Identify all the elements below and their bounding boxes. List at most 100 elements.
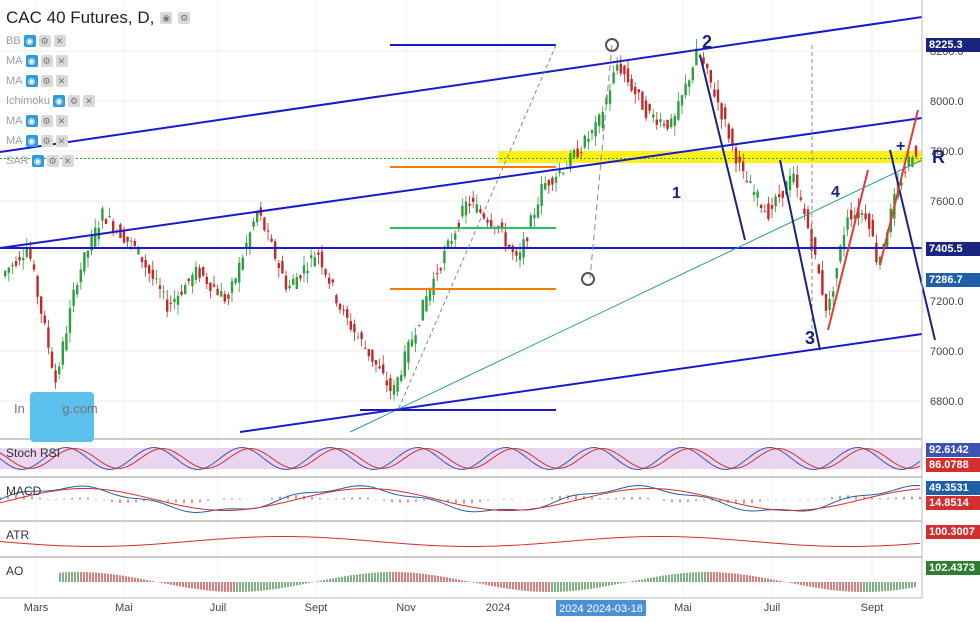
candle-body xyxy=(760,204,763,209)
indicator-row[interactable]: MA ◉ ⚙ ✕ xyxy=(6,75,68,87)
candle-body xyxy=(824,293,828,311)
eye-icon[interactable]: ◉ xyxy=(25,115,38,127)
candle-body xyxy=(436,272,439,275)
candle-body xyxy=(583,135,586,148)
candle-body xyxy=(104,218,108,225)
close-icon[interactable]: ✕ xyxy=(55,55,68,67)
candle-body xyxy=(374,360,378,365)
candle-body xyxy=(209,282,212,291)
indicator-row[interactable]: MA ◉ ⚙ ✕ xyxy=(6,115,68,127)
candle-body xyxy=(468,203,471,206)
gear-icon[interactable]: ⚙ xyxy=(38,35,51,47)
candle-body xyxy=(641,91,644,110)
candle-body xyxy=(389,378,392,392)
candle-body xyxy=(648,104,651,111)
indicator-label: SAR xyxy=(6,155,29,167)
eye-icon[interactable]: ◉ xyxy=(31,155,44,167)
candle-body xyxy=(659,119,662,122)
gear-icon[interactable]: ⚙ xyxy=(40,55,53,67)
candle-body xyxy=(54,370,57,383)
gear-icon[interactable]: ⚙ xyxy=(40,75,53,87)
gear-icon[interactable]: ⚙ xyxy=(178,12,191,24)
indicator-row[interactable]: MA ◉ ⚙ ✕ xyxy=(6,135,68,147)
candle-body xyxy=(292,279,295,285)
candle-body xyxy=(151,269,154,279)
candle-body xyxy=(590,130,594,134)
candle-body xyxy=(191,274,194,287)
candle-body xyxy=(43,315,46,324)
indicator-label: MA xyxy=(6,55,23,67)
pane-value-badge: 92.6142 xyxy=(926,443,980,457)
candle-body xyxy=(439,268,442,271)
candle-body xyxy=(324,269,327,275)
stoch-band xyxy=(0,448,922,469)
candle-body xyxy=(850,210,853,220)
gear-icon[interactable]: ⚙ xyxy=(68,95,81,107)
candle-body xyxy=(140,257,144,263)
candle-body xyxy=(101,208,104,221)
candle-body xyxy=(904,171,907,173)
candle-body xyxy=(572,149,576,158)
candle-body xyxy=(594,122,597,137)
candle-body xyxy=(569,153,572,169)
candle-body xyxy=(518,252,522,261)
indicator-row[interactable]: BB ◉ ⚙ ✕ xyxy=(6,35,66,47)
gear-icon[interactable]: ⚙ xyxy=(40,115,53,127)
close-icon[interactable]: ✕ xyxy=(55,115,68,127)
pivot-marker xyxy=(605,38,619,52)
close-icon[interactable]: ✕ xyxy=(53,35,66,47)
candle-body xyxy=(18,256,21,261)
candle-body xyxy=(702,57,705,64)
eye-icon[interactable]: ◉ xyxy=(23,35,36,47)
pane-value-badge: 86.0788 xyxy=(926,458,980,472)
candle-body xyxy=(223,294,226,302)
candle-body xyxy=(637,89,640,93)
candle-body xyxy=(914,145,918,157)
candle-body xyxy=(680,95,684,106)
candle-body xyxy=(403,351,406,377)
indicator-row[interactable]: SAR ◉ ⚙ ✕ xyxy=(6,155,74,167)
x-tick-label: Mars xyxy=(24,602,49,614)
eye-icon[interactable]: ◉ xyxy=(160,12,173,24)
gear-icon[interactable]: ⚙ xyxy=(40,135,53,147)
close-icon[interactable]: ✕ xyxy=(55,135,68,147)
pane-title: Stoch RSI xyxy=(6,446,61,460)
candle-body xyxy=(58,366,61,375)
eye-icon[interactable]: ◉ xyxy=(25,75,38,87)
candle-body xyxy=(29,248,32,259)
indicator-label: MA xyxy=(6,135,23,147)
eye-icon[interactable]: ◉ xyxy=(25,55,38,67)
candle-body xyxy=(378,366,381,369)
close-icon[interactable]: ✕ xyxy=(55,75,68,87)
candle-body xyxy=(421,299,424,321)
indicator-label: MA xyxy=(6,75,23,87)
candle-body xyxy=(432,278,435,296)
close-icon[interactable]: ✕ xyxy=(83,95,96,107)
candle-body xyxy=(295,277,298,289)
candle-body xyxy=(655,119,658,125)
candle-body xyxy=(212,284,216,287)
candle-body xyxy=(472,197,475,202)
indicator-row[interactable]: MA ◉ ⚙ ✕ xyxy=(6,55,68,67)
eye-icon[interactable]: ◉ xyxy=(25,135,38,147)
gear-icon[interactable]: ⚙ xyxy=(46,155,59,167)
candle-body xyxy=(14,261,18,266)
candle-body xyxy=(828,298,831,310)
candle-body xyxy=(731,128,734,144)
price-badge: 8225.3 xyxy=(926,38,980,52)
close-icon[interactable]: ✕ xyxy=(61,155,74,167)
candle-body xyxy=(184,285,187,295)
page-title: CAC 40 Futures, D, xyxy=(6,8,155,27)
eye-icon[interactable]: ◉ xyxy=(53,95,66,107)
candle-body xyxy=(486,219,489,223)
candle-body xyxy=(806,209,810,229)
candle-body xyxy=(461,205,464,217)
candle-body xyxy=(414,335,417,344)
candle-body xyxy=(227,294,230,299)
pane-title: MACD xyxy=(6,484,42,498)
indicator-row[interactable]: Ichimoku ◉ ⚙ ✕ xyxy=(6,95,96,107)
candle-body xyxy=(691,67,694,81)
x-tick-label: Juil xyxy=(210,602,227,614)
candle-body xyxy=(248,232,252,248)
